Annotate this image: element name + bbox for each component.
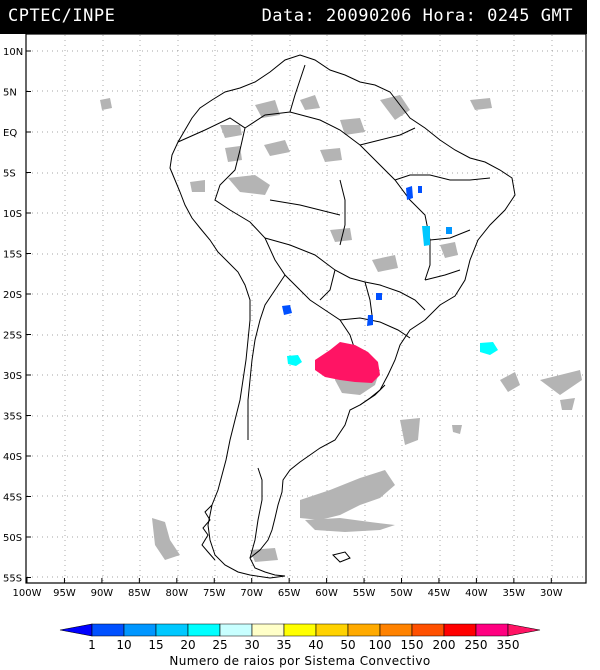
system-blue-3 xyxy=(376,293,382,300)
lat-label: EQ xyxy=(3,128,17,139)
system-blue-1 xyxy=(282,305,292,315)
legend-value: 150 xyxy=(401,638,424,652)
legend-value: 50 xyxy=(340,638,355,652)
legend-swatch xyxy=(315,623,349,637)
lon-label: 60W xyxy=(315,588,338,599)
system-blue-7 xyxy=(418,186,422,193)
lat-label: 20S xyxy=(3,290,22,301)
source-label: CPTEC/INPE xyxy=(8,6,116,26)
legend-swatch xyxy=(283,623,317,637)
datetime-label: Data: 20090206 Hora: 0245 GMT xyxy=(262,6,573,26)
map-frame xyxy=(25,34,587,584)
legend-boxes xyxy=(59,623,541,637)
lat-label: 15S xyxy=(3,250,22,261)
system-blue-2 xyxy=(367,315,373,326)
legend-value: 250 xyxy=(465,638,488,652)
lon-label: 75W xyxy=(203,588,226,599)
lat-label: 25S xyxy=(3,331,22,342)
timezone: GMT xyxy=(540,6,573,26)
date-value: 20090206 xyxy=(326,6,412,26)
lon-label: 55W xyxy=(353,588,376,599)
legend-value: 35 xyxy=(276,638,291,652)
legend-value: 1 xyxy=(88,638,96,652)
lon-label: 30W xyxy=(540,588,563,599)
graticule xyxy=(27,35,586,582)
lon-label: 40W xyxy=(465,588,488,599)
legend-value: 200 xyxy=(433,638,456,652)
time-value: 0245 xyxy=(487,6,531,26)
legend-swatch xyxy=(379,623,413,637)
legend-labels: 1 10 15 20 25 30 35 40 50 100 150 200 250 350 xyxy=(88,638,519,652)
system-cyan-west xyxy=(287,355,302,366)
lat-label: 55S xyxy=(3,574,22,585)
lon-label: 70W xyxy=(240,588,263,599)
legend-colorbar: 1 10 15 20 25 30 35 40 50 100 150 200 250 350 xyxy=(59,623,541,652)
legend-swatch xyxy=(91,623,125,637)
legend-swatch xyxy=(347,623,381,637)
map-header: CPTEC/INPE Data: 20090206 Hora: 0245 GMT xyxy=(0,0,587,34)
longitude-labels: 100W 95W 90W 85W 80W 75W 70W 65W 60W 55W 50W 45W 40W… xyxy=(13,578,563,599)
lat-label: 10S xyxy=(3,209,22,220)
lat-label: 5N xyxy=(3,88,17,99)
lon-label: 85W xyxy=(128,588,151,599)
system-cyan-5 xyxy=(422,226,430,246)
latitude-labels: 10N 5N EQ 5S 10S 15S 20S 25S 30S 35S 40S 45S 50S 55S xyxy=(3,47,31,585)
lat-label: 10N xyxy=(3,47,23,58)
lat-label: 30S xyxy=(3,371,22,382)
system-magenta xyxy=(315,342,380,383)
date-prefix: Data: xyxy=(261,6,316,26)
lon-label: 100W xyxy=(13,588,42,599)
legend-value: 350 xyxy=(497,638,520,652)
system-cyan-east xyxy=(480,342,498,355)
legend-swatch xyxy=(59,623,93,637)
legend-swatch xyxy=(507,623,541,637)
legend-swatch xyxy=(155,623,189,637)
lat-label: 35S xyxy=(3,412,22,423)
legend-value: 10 xyxy=(116,638,131,652)
legend-swatch xyxy=(411,623,445,637)
lon-label: 45W xyxy=(428,588,451,599)
legend-value: 30 xyxy=(244,638,259,652)
lat-label: 5S xyxy=(3,169,16,180)
legend-swatch xyxy=(219,623,253,637)
legend-value: 100 xyxy=(369,638,392,652)
legend-value: 40 xyxy=(308,638,323,652)
lat-label: 40S xyxy=(3,452,22,463)
legend-value: 25 xyxy=(212,638,227,652)
lon-label: 90W xyxy=(91,588,114,599)
system-blue-6 xyxy=(446,227,452,234)
lon-label: 80W xyxy=(165,588,188,599)
lightning-map: 10N5NEQ5S10S15S20S25S30S35S40S45S50S55S … xyxy=(3,34,587,599)
convective-systems xyxy=(282,186,498,383)
legend-caption: Numero de raios por Sistema Convectivo xyxy=(169,654,431,668)
lon-label: 65W xyxy=(278,588,301,599)
legend-swatch xyxy=(475,623,509,637)
legend-value: 20 xyxy=(180,638,195,652)
legend-value: 15 xyxy=(148,638,163,652)
legend-swatch xyxy=(123,623,157,637)
legend-swatch xyxy=(251,623,285,637)
lat-label: 50S xyxy=(3,533,22,544)
legend-swatch xyxy=(187,623,221,637)
system-blue-4 xyxy=(406,186,413,200)
lon-label: 35W xyxy=(503,588,526,599)
lat-label: 45S xyxy=(3,493,22,504)
lon-label: 95W xyxy=(53,588,76,599)
land-outline xyxy=(169,54,516,579)
time-prefix: Hora: xyxy=(422,6,477,26)
lon-label: 50W xyxy=(390,588,413,599)
legend-swatch xyxy=(443,623,477,637)
